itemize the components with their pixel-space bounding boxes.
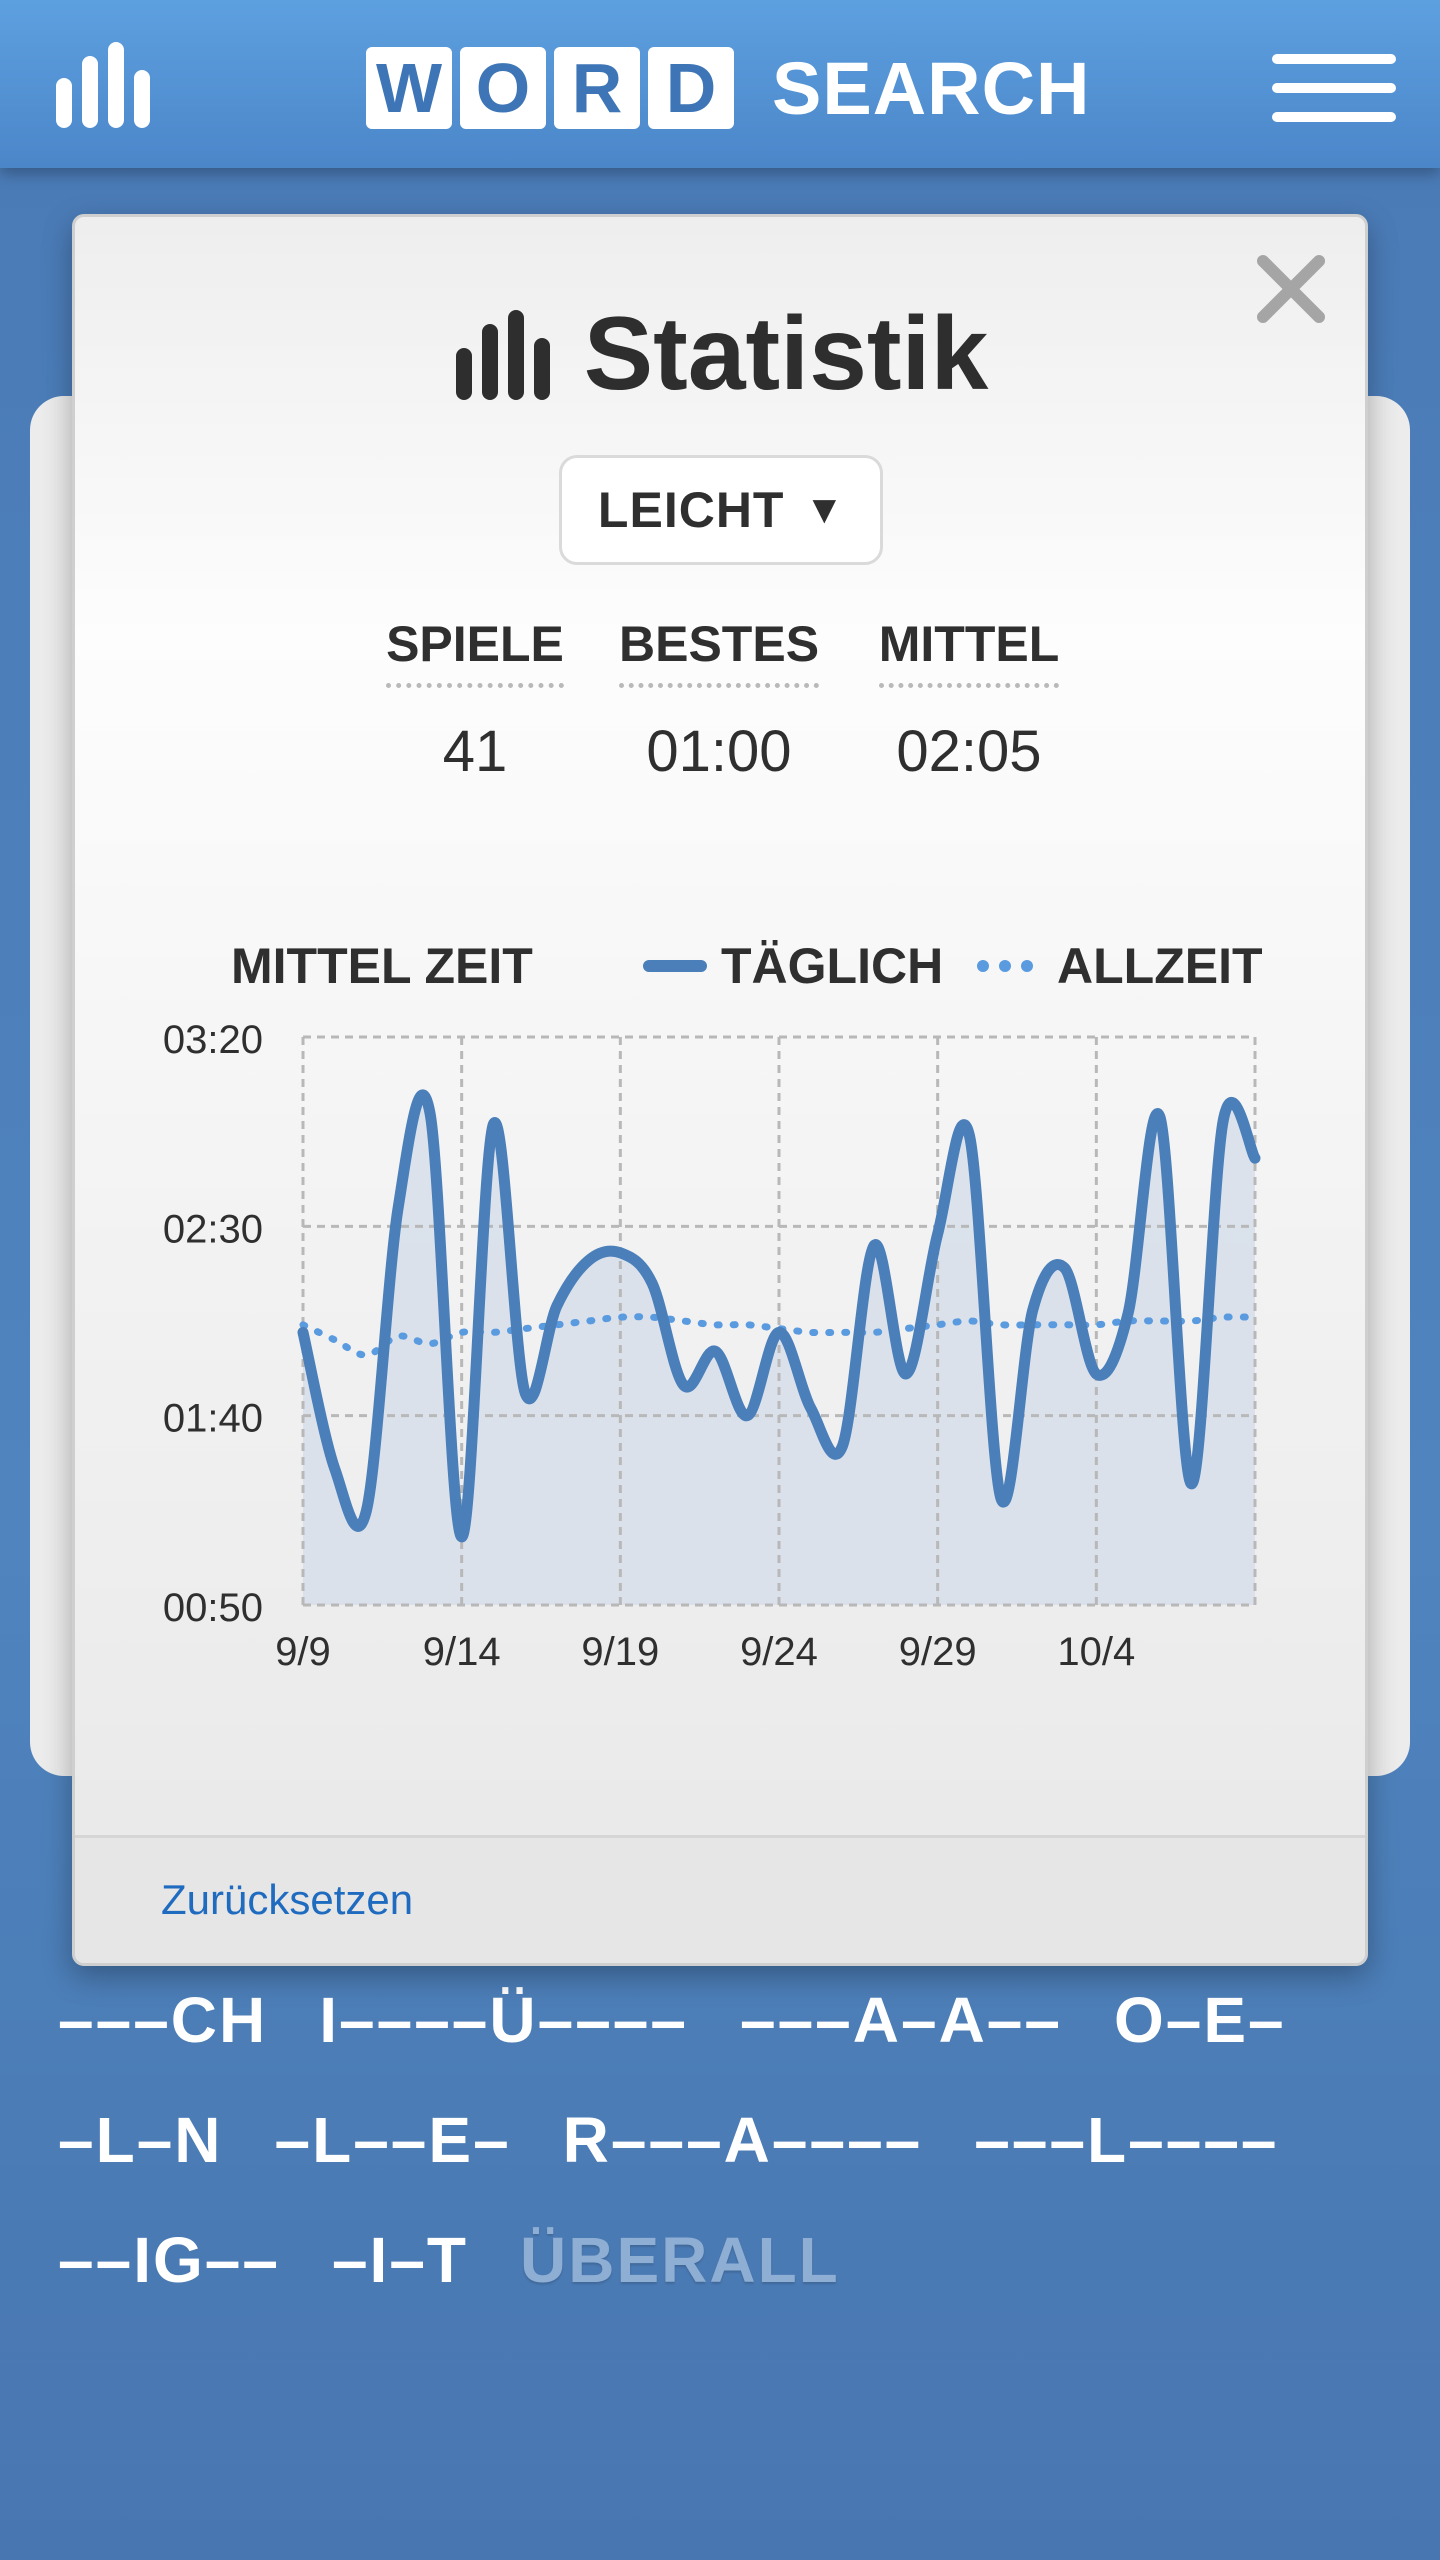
menu-button[interactable] — [1272, 50, 1400, 126]
x-tick-label: 9/9 — [275, 1630, 331, 1674]
solid-line-swatch — [643, 960, 707, 972]
logo-tile: W — [366, 47, 452, 129]
stat-average: MITTEL 02:05 — [871, 615, 1067, 785]
hidden-word: I––––Ü–––– — [319, 1984, 688, 2056]
y-tick-label: 01:40 — [163, 1397, 263, 1441]
word-list: –––CH I––––Ü–––– –––A–A–– O–E– –L–N –L––E– R––… — [58, 1960, 1398, 2320]
bar-chart-icon — [455, 309, 550, 400]
hidden-word: –L––E– — [274, 2104, 511, 2176]
stat-games: SPIELE 41 — [385, 615, 565, 785]
top-bar: W O R D SEARCH — [0, 0, 1440, 168]
x-tick-label: 9/19 — [581, 1630, 659, 1674]
dialog-footer: Zurücksetzen — [75, 1835, 1365, 1963]
hidden-word: O–E– — [1113, 1984, 1286, 2056]
x-tick-label: 10/4 — [1057, 1630, 1135, 1674]
series-line-daily — [297, 1089, 1261, 1543]
logo-tile: D — [648, 47, 734, 129]
y-tick-label: 03:20 — [163, 1018, 263, 1062]
legend-item-daily: TÄGLICH — [643, 937, 943, 995]
dialog-header: Statistik — [75, 295, 1365, 414]
stat-best: BESTES 01:00 — [619, 615, 820, 785]
bar-chart-icon — [56, 42, 150, 128]
close-button[interactable] — [1255, 253, 1327, 325]
hidden-word: –––L–––– — [974, 2104, 1279, 2176]
caret-down-icon: ▼ — [804, 487, 845, 532]
difficulty-dropdown[interactable]: LEICHT ▼ — [559, 455, 883, 565]
statistics-dialog: Statistik LEICHT ▼ SPIELE 41 BESTES 01:0… — [72, 214, 1368, 1966]
x-tick-label: 9/24 — [740, 1630, 818, 1674]
hidden-word: –––A–A–– — [739, 1984, 1062, 2056]
x-tick-label: 9/29 — [899, 1630, 977, 1674]
y-tick-label: 02:30 — [163, 1207, 263, 1251]
app-logo: W O R D SEARCH — [366, 44, 1090, 132]
x-tick-label: 9/14 — [423, 1630, 501, 1674]
close-icon — [1257, 255, 1325, 323]
word-row: –––CH I––––Ü–––– –––A–A–– O–E– — [58, 1960, 1398, 2080]
stat-label: MITTEL — [878, 615, 1060, 688]
stats-button[interactable] — [50, 40, 160, 130]
legend-label: TÄGLICH — [721, 938, 944, 994]
word-row: –L–N –L––E– R–––A–––– –––L–––– — [58, 2080, 1398, 2200]
stat-value: 01:00 — [646, 719, 792, 784]
stat-label: SPIELE — [386, 615, 564, 688]
found-word: ÜBERALL — [520, 2224, 840, 2296]
y-tick-label: 00:50 — [163, 1586, 263, 1630]
hidden-word: ––IG–– — [58, 2224, 280, 2296]
reset-link[interactable]: Zurücksetzen — [161, 1876, 414, 1923]
hidden-word: –I–T — [331, 2224, 468, 2296]
stat-label: BESTES — [619, 615, 820, 688]
word-row: ––IG–– –I–T ÜBERALL — [58, 2200, 1398, 2320]
average-time-chart: 03:20 02:30 01:40 00:50 9/9 9/14 9/19 9/24 9/29 1… — [163, 1018, 1261, 1674]
logo-tile: O — [460, 47, 546, 129]
logo-word: SEARCH — [772, 46, 1091, 130]
stat-value: 02:05 — [896, 719, 1042, 784]
legend-label: ALLZEIT — [1057, 938, 1263, 994]
stat-value: 41 — [442, 719, 508, 784]
hidden-word: –L–N — [58, 2104, 223, 2176]
hidden-word: R–––A–––– — [562, 2104, 923, 2176]
difficulty-value: LEICHT — [597, 482, 785, 538]
legend-item-alltime: ALLZEIT — [973, 937, 1263, 995]
chart-title: MITTEL ZEIT — [231, 938, 533, 994]
hidden-word: –––CH — [58, 1984, 268, 2056]
logo-tile: R — [554, 47, 640, 129]
dialog-title: Statistik — [583, 296, 989, 412]
dotted-line-swatch — [977, 960, 1033, 972]
